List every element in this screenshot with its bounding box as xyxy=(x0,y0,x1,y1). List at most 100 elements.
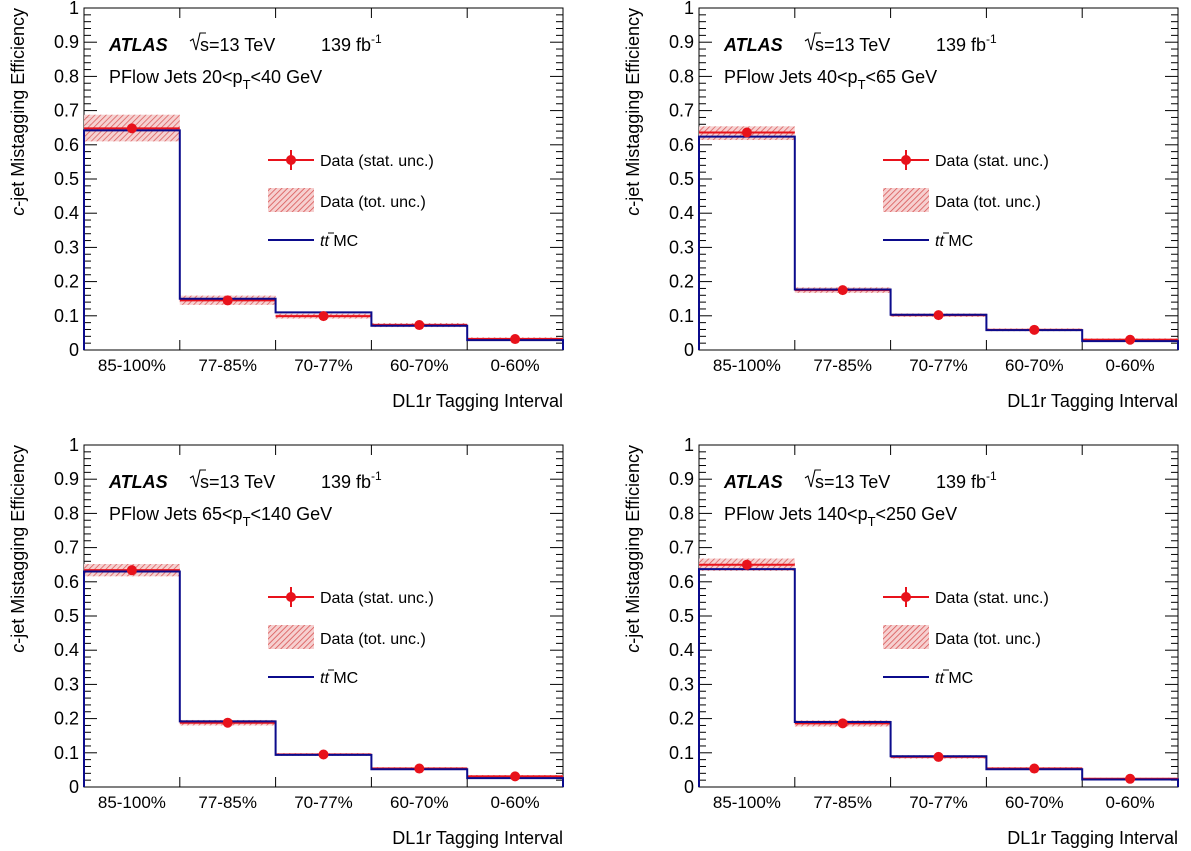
x-axis-title: DL1r Tagging Interval xyxy=(392,391,563,411)
luminosity-exponent: -1 xyxy=(986,32,997,46)
legend-mc-rest: MC xyxy=(944,233,973,250)
luminosity-value: 139 fb xyxy=(936,472,986,492)
legend-mc-italic: tt xyxy=(320,233,329,250)
y-axis-title-rest: -jet Mistagging Efficiency xyxy=(623,445,643,644)
chart-panel-3: 0 0.1 0.2 0.3 0.4 0.5 0.6 0.7 0.8 0.9 1 85-100% 77-8… xyxy=(8,435,564,848)
legend-stat-label: Data (stat. unc.) xyxy=(935,590,1049,607)
x-category-label: 0-60% xyxy=(491,356,540,375)
x-axis-title: DL1r Tagging Interval xyxy=(392,828,563,848)
legend: Data (stat. unc.) Data (tot. unc.) tt MC xyxy=(268,587,434,687)
y-tick-label: 0.3 xyxy=(669,237,694,257)
data-point xyxy=(414,763,425,774)
atlas-experiment: ATLAS xyxy=(108,472,168,492)
x-axis-title: DL1r Tagging Interval xyxy=(1007,391,1178,411)
y-axis-title: c-jet Mistagging Efficiency xyxy=(623,8,643,216)
data-point xyxy=(318,311,329,322)
data-point xyxy=(1029,763,1040,774)
legend: Data (stat. unc.) Data (tot. unc.) tt MC xyxy=(883,587,1049,687)
y-tick-label: 0.7 xyxy=(669,101,694,121)
y-tick-label: 0.7 xyxy=(669,538,694,558)
energy-label: s=13 TeV xyxy=(815,472,890,492)
data-point xyxy=(222,295,233,306)
plot-area xyxy=(83,444,564,788)
y-tick-label: 0.5 xyxy=(669,169,694,189)
x-category-label: 85-100% xyxy=(713,356,781,375)
y-tick-label: 0.7 xyxy=(54,538,79,558)
legend-mc-label: tt MC xyxy=(320,233,358,250)
luminosity-value: 139 fb xyxy=(321,472,371,492)
x-category-label: 70-77% xyxy=(909,793,968,812)
y-tick-label: 0.6 xyxy=(669,135,694,155)
chart-panel-4: 0 0.1 0.2 0.3 0.4 0.5 0.6 0.7 0.8 0.9 1 85-100% 77-8… xyxy=(623,435,1179,848)
legend-tot-swatch xyxy=(268,625,314,649)
y-tick-label: 0.7 xyxy=(54,101,79,121)
legend-mc-italic: tt xyxy=(320,670,329,687)
y-axis-title-italic: c xyxy=(623,207,643,216)
panel-title-suffix: <65 GeV xyxy=(866,67,938,87)
data-point xyxy=(1125,334,1136,345)
y-tick-label: 1 xyxy=(69,0,79,18)
legend-tot-swatch xyxy=(268,188,314,212)
luminosity-label: 139 fb-1 xyxy=(936,32,997,55)
y-axis-title-rest: -jet Mistagging Efficiency xyxy=(8,445,28,644)
y-tick-label: 0.1 xyxy=(54,743,79,763)
legend-stat-label: Data (stat. unc.) xyxy=(320,153,434,170)
panel-title-subscript: T xyxy=(243,514,251,529)
data-point xyxy=(933,751,944,762)
atlas-experiment: ATLAS xyxy=(723,472,783,492)
y-tick-label: 0.3 xyxy=(669,674,694,694)
x-category-label: 70-77% xyxy=(909,356,968,375)
legend-mc-italic: tt xyxy=(935,233,944,250)
y-tick-label: 0.8 xyxy=(669,503,694,523)
legend-mc-label: tt MC xyxy=(935,670,973,687)
legend-stat-marker xyxy=(901,155,911,165)
y-axis-title-rest: -jet Mistagging Efficiency xyxy=(623,8,643,207)
y-axis-title-italic: c xyxy=(623,644,643,653)
y-tick-label: 0.2 xyxy=(669,272,694,292)
data-point xyxy=(510,771,521,782)
y-tick-label: 0.9 xyxy=(669,32,694,52)
y-tick-label: 0.1 xyxy=(669,743,694,763)
y-tick-label: 0.1 xyxy=(54,306,79,326)
y-tick-label: 0.6 xyxy=(54,135,79,155)
x-axis-title: DL1r Tagging Interval xyxy=(1007,828,1178,848)
legend-tot-swatch xyxy=(883,188,929,212)
panel-title-prefix: PFlow Jets 40<p xyxy=(724,67,858,87)
data-point xyxy=(741,127,752,138)
data-point xyxy=(510,334,521,345)
y-tick-label: 0.2 xyxy=(54,272,79,292)
sqrt-icon xyxy=(804,32,821,51)
panel-title-prefix: PFlow Jets 20<p xyxy=(109,67,243,87)
y-tick-label: 0.9 xyxy=(669,469,694,489)
x-category-label: 60-70% xyxy=(390,356,449,375)
atlas-label: ATLAS xyxy=(108,35,168,55)
atlas-label: ATLAS xyxy=(723,472,783,492)
panel-title: PFlow Jets 20<pT<40 GeV xyxy=(109,67,322,92)
panel-title: PFlow Jets 40<pT<65 GeV xyxy=(724,67,937,92)
y-tick-label: 0 xyxy=(69,340,79,360)
x-category-label: 0-60% xyxy=(491,793,540,812)
panel-title-prefix: PFlow Jets 65<p xyxy=(109,504,243,524)
sqrt-icon xyxy=(189,469,206,488)
chart-panel-2: 0 0.1 0.2 0.3 0.4 0.5 0.6 0.7 0.8 0.9 1 85-100% 77-8… xyxy=(623,0,1179,411)
luminosity-value: 139 fb xyxy=(936,35,986,55)
luminosity-exponent: -1 xyxy=(371,32,382,46)
legend-tot-label: Data (tot. unc.) xyxy=(935,631,1041,648)
y-axis-title-italic: c xyxy=(8,644,28,653)
panel-title-subscript: T xyxy=(243,77,251,92)
plot-area xyxy=(698,444,1179,788)
y-axis-title-italic: c xyxy=(8,207,28,216)
x-category-label: 70-77% xyxy=(294,793,353,812)
atlas-label: ATLAS xyxy=(723,35,783,55)
y-tick-label: 0.2 xyxy=(54,709,79,729)
y-tick-label: 0.9 xyxy=(54,469,79,489)
y-tick-label: 0 xyxy=(684,777,694,797)
x-category-label: 60-70% xyxy=(1005,793,1064,812)
x-category-label: 77-85% xyxy=(813,356,872,375)
x-category-label: 60-70% xyxy=(1005,356,1064,375)
legend-stat-label: Data (stat. unc.) xyxy=(935,153,1049,170)
legend-mc-italic: tt xyxy=(935,670,944,687)
luminosity-label: 139 fb-1 xyxy=(936,469,997,492)
legend-mc-label: tt MC xyxy=(935,233,973,250)
x-category-label: 77-85% xyxy=(198,793,257,812)
